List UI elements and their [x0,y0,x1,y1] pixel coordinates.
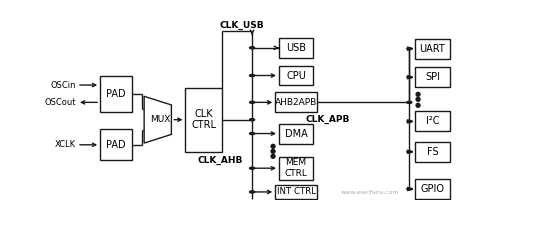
Text: CLK
CTRL: CLK CTRL [192,109,216,130]
Text: PAD: PAD [106,89,126,99]
Text: ●: ● [270,148,276,154]
Text: www.elecfans.com: www.elecfans.com [340,190,399,195]
Circle shape [249,47,255,49]
Text: ●: ● [414,91,421,97]
Text: CLK_AHB: CLK_AHB [198,156,243,165]
Circle shape [407,188,412,190]
Circle shape [249,119,255,121]
Circle shape [407,120,412,122]
Text: OSCout: OSCout [44,98,76,107]
Circle shape [407,48,412,50]
Bar [415,67,450,87]
Circle shape [249,167,255,169]
Text: ●: ● [270,143,276,149]
Circle shape [249,191,255,193]
Text: ●: ● [270,153,276,159]
Bar [415,39,450,59]
Circle shape [407,101,412,104]
Text: I²C: I²C [426,116,439,126]
Text: GPIO: GPIO [420,184,444,194]
Text: PAD: PAD [106,140,126,150]
Bar [415,179,450,199]
Circle shape [249,133,255,135]
Circle shape [407,76,412,78]
Text: USB: USB [286,43,306,53]
Polygon shape [144,96,171,143]
Bar [279,65,313,86]
Bar [275,184,317,199]
Bar [275,92,317,112]
Text: XCLK: XCLK [55,140,76,149]
Text: CPU: CPU [286,70,306,81]
Text: ●: ● [414,101,421,108]
Bar [100,129,131,160]
Text: UART: UART [419,44,445,54]
Text: AHB2APB: AHB2APB [275,98,317,107]
Text: OSCin: OSCin [50,81,76,90]
Bar [279,38,313,58]
Text: ●: ● [414,96,421,102]
Bar [100,76,131,112]
Text: DMA: DMA [285,128,307,139]
Bar [279,157,313,180]
Circle shape [407,151,412,153]
Bar [415,111,450,131]
Circle shape [249,101,255,104]
Bar [186,88,222,152]
Text: SPI: SPI [425,72,440,82]
Text: CLK_APB: CLK_APB [305,115,350,124]
Circle shape [249,74,255,77]
Text: CLK_USB: CLK_USB [219,21,263,30]
Text: INT CTRL: INT CTRL [276,187,315,196]
Bar [415,142,450,162]
Text: MEM
CTRL: MEM CTRL [285,158,308,178]
Bar [279,124,313,144]
Text: MUX: MUX [150,115,170,124]
Text: FS: FS [427,147,438,157]
